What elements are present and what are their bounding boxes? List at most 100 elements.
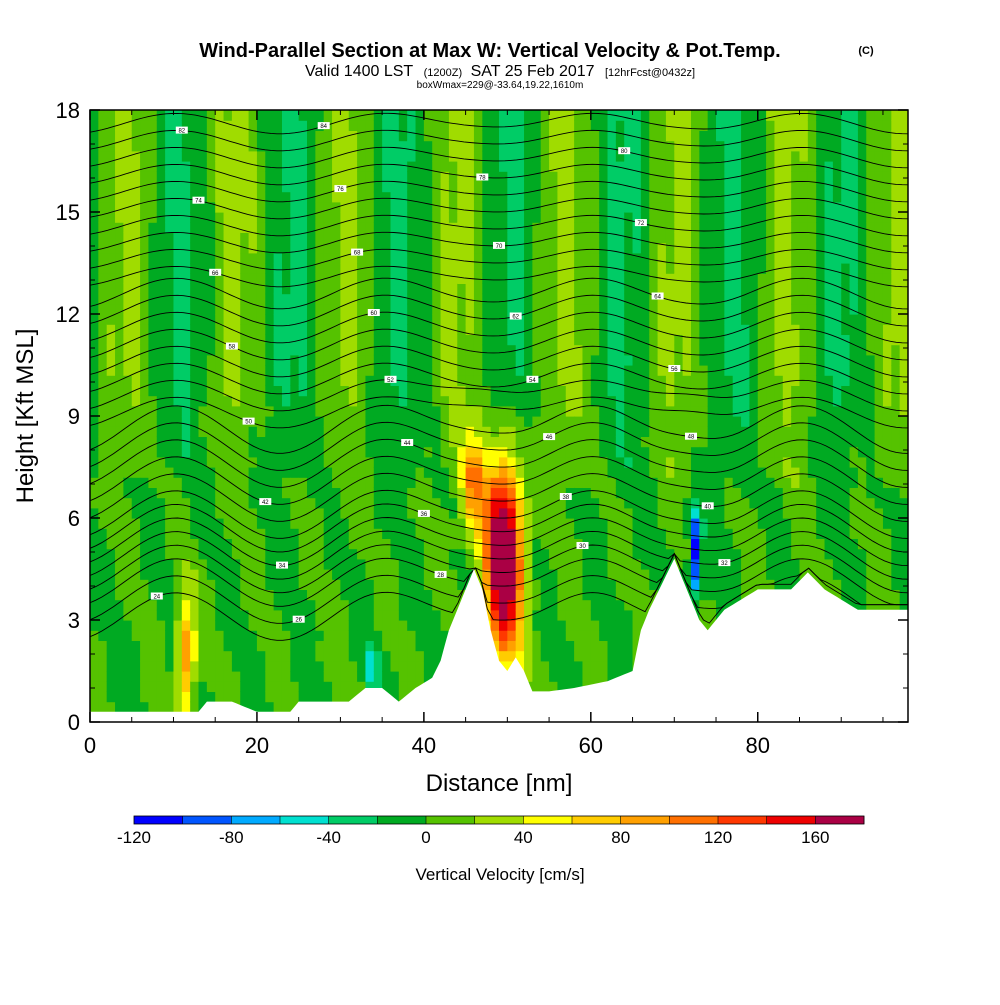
field-cell [415, 120, 425, 131]
field-cell [532, 293, 542, 305]
field-cell [348, 640, 358, 652]
field-cell [215, 681, 225, 692]
field-cell [690, 110, 700, 121]
field-cell [240, 222, 250, 233]
field-cell [115, 385, 124, 397]
field-cell [198, 324, 208, 335]
field-cell [415, 212, 425, 223]
field-cell [590, 609, 600, 621]
field-cell [340, 436, 350, 448]
field-cell [398, 538, 408, 550]
field-cell [507, 171, 517, 182]
field-cell [398, 660, 408, 672]
field-cell [307, 436, 316, 448]
field-cell [499, 232, 508, 244]
field-cell [290, 467, 300, 478]
field-cell [281, 681, 291, 692]
field-cell [390, 181, 400, 193]
field-cell [265, 324, 275, 335]
field-cell [323, 293, 333, 305]
field-cell [332, 660, 342, 672]
field-cell [256, 477, 266, 488]
field-cell [265, 120, 275, 131]
field-cell [699, 487, 709, 499]
field-cell [307, 130, 316, 142]
field-cell [565, 599, 575, 611]
field-cell [206, 426, 216, 437]
field-cell [490, 558, 500, 570]
field-cell [231, 375, 241, 386]
field-cell [307, 650, 316, 662]
field-cell [156, 558, 166, 570]
field-cell [682, 324, 692, 335]
field-cell [557, 456, 567, 468]
field-cell [499, 161, 508, 172]
field-cell [716, 395, 725, 407]
field-cell [223, 477, 233, 488]
field-cell [98, 324, 108, 335]
field-cell [148, 548, 158, 560]
field-cell [457, 120, 467, 131]
field-cell [181, 620, 191, 631]
field-cell [223, 579, 233, 590]
field-cell [574, 660, 584, 672]
field-cell [549, 385, 559, 397]
field-cell [432, 446, 442, 458]
field-cell [98, 630, 108, 641]
field-cell [256, 650, 266, 662]
field-cell [524, 497, 533, 509]
field-cell [448, 507, 458, 519]
field-cell [499, 283, 508, 295]
field-cell [256, 334, 266, 346]
field-cell [123, 528, 133, 539]
field-cell [649, 222, 659, 233]
field-cell [315, 579, 325, 590]
field-cell [315, 477, 325, 488]
field-cell [248, 456, 258, 468]
field-cell [440, 395, 450, 407]
field-cell [649, 120, 659, 131]
field-cell [231, 171, 241, 182]
field-cell [507, 273, 517, 284]
field-cell [465, 201, 475, 213]
field-cell [240, 181, 250, 193]
field-cell [273, 416, 283, 427]
field-cell [348, 426, 358, 437]
field-cell [265, 436, 275, 448]
field-cell [231, 599, 241, 611]
field-cell [165, 303, 175, 315]
field-cell [549, 456, 559, 468]
field-cell [582, 650, 592, 662]
field-cell [248, 558, 258, 570]
field-cell [140, 273, 150, 284]
field-cell [407, 467, 417, 478]
field-cell [557, 518, 567, 529]
field-cell [749, 130, 759, 142]
field-cell [248, 497, 258, 509]
field-cell [482, 201, 492, 213]
field-cell [415, 558, 425, 570]
field-cell [273, 150, 283, 162]
field-cell [348, 395, 358, 407]
field-cell [323, 660, 333, 672]
field-cell [140, 201, 150, 213]
field-cell [223, 650, 233, 662]
field-cell [590, 640, 600, 652]
field-cell [699, 314, 709, 325]
field-cell [290, 120, 300, 131]
field-cell [532, 538, 542, 550]
field-cell [707, 344, 717, 356]
field-cell [90, 385, 99, 397]
field-cell [315, 140, 325, 152]
field-cell [215, 558, 225, 570]
field-cell [215, 252, 225, 264]
field-cell [649, 405, 659, 417]
field-cell [90, 181, 99, 193]
field-cell [248, 263, 258, 274]
field-cell [766, 150, 776, 162]
field-cell [599, 507, 609, 519]
field-cell [716, 456, 725, 468]
field-cell [173, 538, 183, 550]
field-cell [457, 528, 467, 539]
field-cell [482, 589, 492, 601]
